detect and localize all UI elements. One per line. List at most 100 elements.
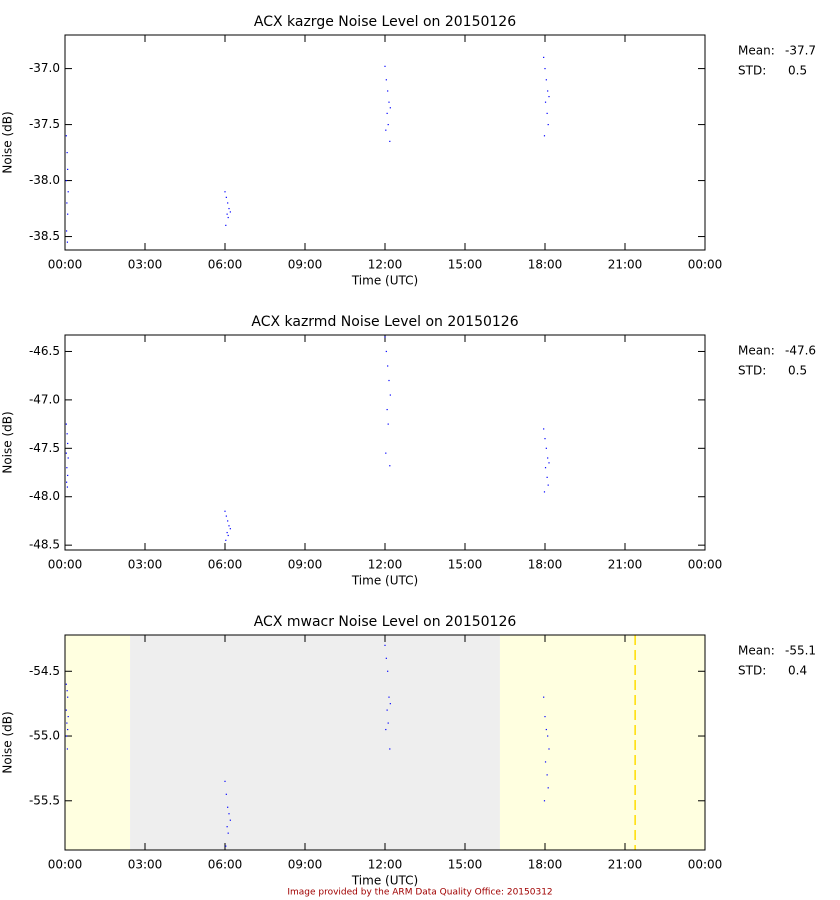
stat-label: Mean: xyxy=(738,644,775,658)
point xyxy=(66,748,68,750)
point xyxy=(66,230,68,232)
point xyxy=(543,491,546,493)
point xyxy=(229,211,231,213)
x-tick-label: 03:00 xyxy=(128,858,163,872)
stat-value: -47.6 xyxy=(785,344,816,358)
shaded-region xyxy=(499,635,705,850)
plot-frame xyxy=(64,634,706,851)
x-tick-label: 12:00 xyxy=(368,258,403,272)
point xyxy=(66,241,68,243)
point xyxy=(228,207,230,210)
point xyxy=(544,467,547,469)
stat-value: -55.1 xyxy=(785,644,816,658)
point xyxy=(66,202,68,204)
point xyxy=(548,95,550,98)
point xyxy=(387,722,389,724)
point xyxy=(226,213,228,215)
x-tick-label: 15:00 xyxy=(448,258,483,272)
y-axis-label: Noise (dB) xyxy=(1,411,15,473)
point xyxy=(66,722,68,724)
y-tick-label: -55.5 xyxy=(29,793,60,807)
point xyxy=(386,408,388,411)
x-tick-label: 21:00 xyxy=(608,558,643,572)
point xyxy=(65,423,67,425)
point xyxy=(67,474,69,477)
x-tick-label: 00:00 xyxy=(688,558,723,572)
x-tick-label: 12:00 xyxy=(368,858,403,872)
x-tick-label: 18:00 xyxy=(528,858,563,872)
point xyxy=(546,774,548,776)
y-tick-label: -37.5 xyxy=(29,117,60,131)
point xyxy=(66,467,68,469)
y-tick-label: -54.5 xyxy=(29,664,60,678)
point xyxy=(385,657,387,659)
point xyxy=(67,696,69,698)
x-tick-label: 00:00 xyxy=(688,858,723,872)
point xyxy=(547,457,549,459)
stat-label: STD: xyxy=(738,664,766,678)
x-tick-label: 15:00 xyxy=(448,858,483,872)
point xyxy=(548,748,550,750)
point xyxy=(66,735,68,737)
point xyxy=(224,780,226,782)
point xyxy=(66,690,68,692)
stat-value: 0.5 xyxy=(788,64,807,78)
chart-title: ACX mwacr Noise Level on 20150126 xyxy=(254,614,517,630)
point xyxy=(544,101,547,103)
point xyxy=(548,462,550,464)
point xyxy=(225,793,227,795)
chart-title: ACX kazrge Noise Level on 20150126 xyxy=(254,14,516,30)
point xyxy=(389,703,391,705)
x-tick-label: 09:00 xyxy=(288,258,323,272)
point xyxy=(228,813,230,815)
x-tick-label: 06:00 xyxy=(208,558,243,572)
point xyxy=(67,728,69,731)
point xyxy=(389,465,391,467)
chart-title: ACX kazrmd Noise Level on 20150126 xyxy=(251,314,518,330)
point xyxy=(547,123,549,126)
point xyxy=(225,515,227,517)
x-tick-label: 03:00 xyxy=(128,558,163,572)
point xyxy=(389,107,391,109)
x-tick-label: 09:00 xyxy=(288,558,323,572)
point xyxy=(385,129,387,131)
point xyxy=(386,112,388,114)
y-tick-label: -47.5 xyxy=(29,441,60,455)
point xyxy=(225,539,227,541)
point xyxy=(66,151,68,154)
point xyxy=(385,452,387,454)
point xyxy=(387,90,389,92)
point xyxy=(545,728,547,731)
point xyxy=(65,135,67,137)
point xyxy=(547,90,549,92)
point xyxy=(544,438,546,440)
x-tick-label: 00:00 xyxy=(48,258,83,272)
point xyxy=(547,787,549,789)
x-tick-label: 09:00 xyxy=(288,858,323,872)
point xyxy=(545,79,547,81)
point xyxy=(544,67,546,70)
stat-value: 0.5 xyxy=(788,364,807,378)
stat-value: 0.4 xyxy=(788,664,807,678)
point xyxy=(387,423,389,425)
point xyxy=(545,447,547,449)
point xyxy=(385,728,387,731)
stat-label: STD: xyxy=(738,364,766,378)
point xyxy=(387,365,389,367)
y-tick-label: -37.0 xyxy=(29,61,60,75)
point xyxy=(66,481,68,483)
point xyxy=(387,123,389,126)
point xyxy=(224,191,226,193)
point xyxy=(65,709,67,711)
shaded-region xyxy=(65,635,131,850)
x-tick-label: 21:00 xyxy=(608,258,643,272)
point xyxy=(227,832,229,834)
plot-frame xyxy=(64,34,706,251)
point xyxy=(389,748,391,750)
point xyxy=(67,442,69,445)
point xyxy=(389,394,391,396)
point xyxy=(227,520,229,522)
x-axis-label: Time (UTC) xyxy=(351,874,418,888)
x-tick-label: 18:00 xyxy=(528,558,563,572)
point xyxy=(547,735,549,737)
